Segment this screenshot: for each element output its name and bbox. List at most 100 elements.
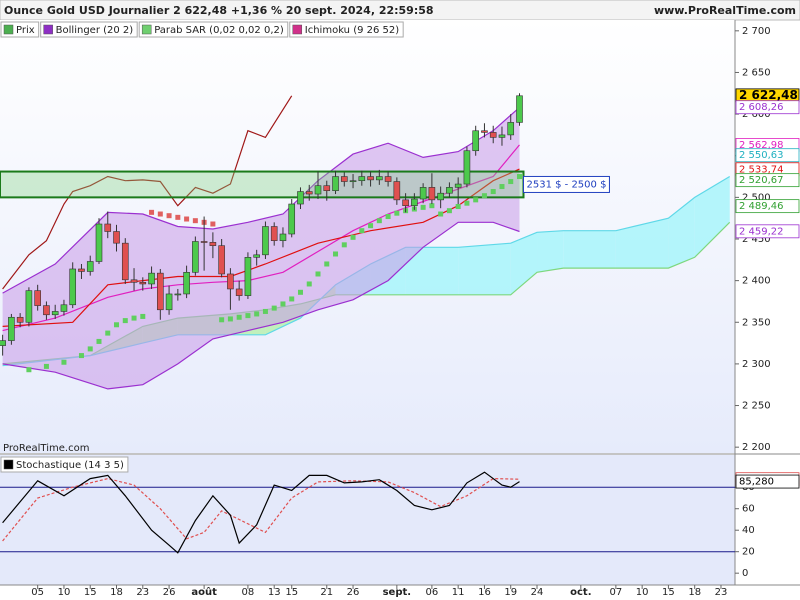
candle-body bbox=[411, 198, 418, 206]
y-tick-label: 20 bbox=[742, 547, 755, 558]
legend-label: Parab SAR (0,02 0,02 0,2) bbox=[154, 25, 284, 36]
candle-body bbox=[498, 134, 506, 138]
price-label: 2 608,26 bbox=[739, 102, 784, 113]
sar-dot bbox=[87, 346, 93, 352]
price-label: 2 622,48 bbox=[739, 88, 798, 102]
sar-dot bbox=[43, 363, 49, 369]
y-tick-label: 2 450 bbox=[742, 234, 771, 245]
legend-swatch bbox=[43, 24, 53, 35]
sar-dot bbox=[78, 353, 84, 359]
candle-body bbox=[69, 268, 77, 306]
sar-dot bbox=[333, 251, 339, 257]
chikou-line bbox=[2, 95, 293, 290]
sar-dot bbox=[455, 204, 461, 210]
candle-body bbox=[279, 233, 287, 241]
candle-body bbox=[376, 176, 383, 181]
x-tick-label: 06 bbox=[426, 587, 439, 598]
candle-body bbox=[516, 95, 523, 123]
x-tick-label: 10 bbox=[58, 587, 71, 598]
candle-body bbox=[148, 272, 155, 285]
sar-dot bbox=[149, 209, 155, 215]
legend-label: Stochastique (14 3 5) bbox=[16, 460, 124, 471]
sar-dot bbox=[245, 313, 251, 319]
zone-label-box bbox=[522, 175, 610, 193]
axes: 2 200 2 250 2 300 2 350 2 400 2 450 2 500 2 550… bbox=[0, 21, 800, 598]
sar-dot bbox=[96, 338, 102, 344]
candle-body bbox=[121, 242, 129, 281]
sar-dot bbox=[464, 200, 470, 206]
sar-dot bbox=[499, 184, 505, 190]
sar-dot bbox=[376, 218, 382, 224]
price-label: 85,280 bbox=[739, 477, 774, 488]
price-label-box bbox=[735, 474, 800, 489]
candle-body bbox=[481, 130, 488, 133]
sar-dot bbox=[105, 330, 111, 336]
legend-box bbox=[138, 21, 289, 38]
candle-body bbox=[507, 122, 515, 136]
x-tick-label: 26 bbox=[163, 587, 176, 598]
candle-body bbox=[349, 180, 357, 183]
main-plot: 2531 $ - 2500 $ bbox=[0, 93, 731, 390]
sar-dot bbox=[157, 211, 163, 217]
x-tick-label: 23 bbox=[136, 587, 149, 598]
x-tick-label: 15 bbox=[662, 587, 675, 598]
candle-body bbox=[130, 279, 138, 283]
candle-body bbox=[472, 130, 479, 152]
x-tick-label: 26 bbox=[347, 587, 360, 598]
candle-body bbox=[402, 199, 409, 206]
sar-dot bbox=[490, 189, 496, 195]
y-tick-label: 2 300 bbox=[742, 359, 771, 370]
zone-label: 2531 $ - 2500 $ bbox=[526, 179, 606, 190]
sar-dot bbox=[26, 367, 32, 373]
sar-dot bbox=[122, 318, 128, 324]
x-tick-label: oct. bbox=[570, 587, 591, 598]
header-site: www.ProRealTime.com bbox=[654, 4, 796, 17]
candle-body bbox=[95, 223, 103, 262]
sar-dot bbox=[368, 223, 374, 229]
candle-body bbox=[437, 192, 444, 201]
candle-body bbox=[323, 185, 331, 192]
candle-body bbox=[428, 187, 436, 201]
candle-body bbox=[227, 273, 234, 290]
sar-dot bbox=[262, 308, 268, 314]
legend-label: Bollinger (20 2) bbox=[56, 25, 134, 36]
candle-body bbox=[367, 176, 374, 181]
x-tick-label: 11 bbox=[452, 587, 465, 598]
price-label-box bbox=[735, 148, 800, 163]
cloud-segment bbox=[694, 176, 730, 258]
candle-body bbox=[192, 241, 199, 273]
candle-body bbox=[218, 245, 225, 275]
sar-dot bbox=[192, 218, 198, 224]
sar-dot bbox=[420, 204, 426, 210]
sar-dot bbox=[254, 311, 260, 317]
candle-body bbox=[200, 241, 208, 243]
legend-box bbox=[0, 456, 129, 473]
candle-body bbox=[314, 185, 322, 195]
candle-body bbox=[262, 226, 269, 256]
sar-dot bbox=[438, 211, 444, 217]
sar-dot bbox=[166, 213, 172, 219]
candle-body bbox=[446, 187, 453, 194]
candle-body bbox=[16, 316, 24, 323]
y-tick-label: 2 700 bbox=[742, 26, 771, 37]
legend-box bbox=[289, 21, 404, 38]
x-tick-label: 10 bbox=[636, 587, 649, 598]
candle-body bbox=[419, 187, 427, 200]
sar-dot bbox=[227, 316, 233, 322]
candle-body bbox=[288, 203, 296, 235]
candle-body bbox=[297, 191, 304, 205]
header-title: Ounce Gold USD Journalier 2 622,48 +1,36… bbox=[4, 4, 434, 17]
x-tick-label: 23 bbox=[715, 587, 728, 598]
legend-swatch bbox=[3, 459, 14, 470]
price-label: 2 489,46 bbox=[739, 201, 784, 212]
x-tick-label: août bbox=[191, 586, 217, 598]
candle-body bbox=[183, 272, 190, 295]
watermark: ProRealTime.com bbox=[3, 443, 89, 454]
candle-body bbox=[86, 261, 94, 272]
bollinger-upper bbox=[2, 106, 520, 294]
sar-dot bbox=[219, 317, 225, 323]
y-tick-label: 2 600 bbox=[742, 109, 771, 120]
legend-swatch bbox=[141, 24, 152, 35]
y-tick-label: 2 400 bbox=[742, 276, 771, 287]
